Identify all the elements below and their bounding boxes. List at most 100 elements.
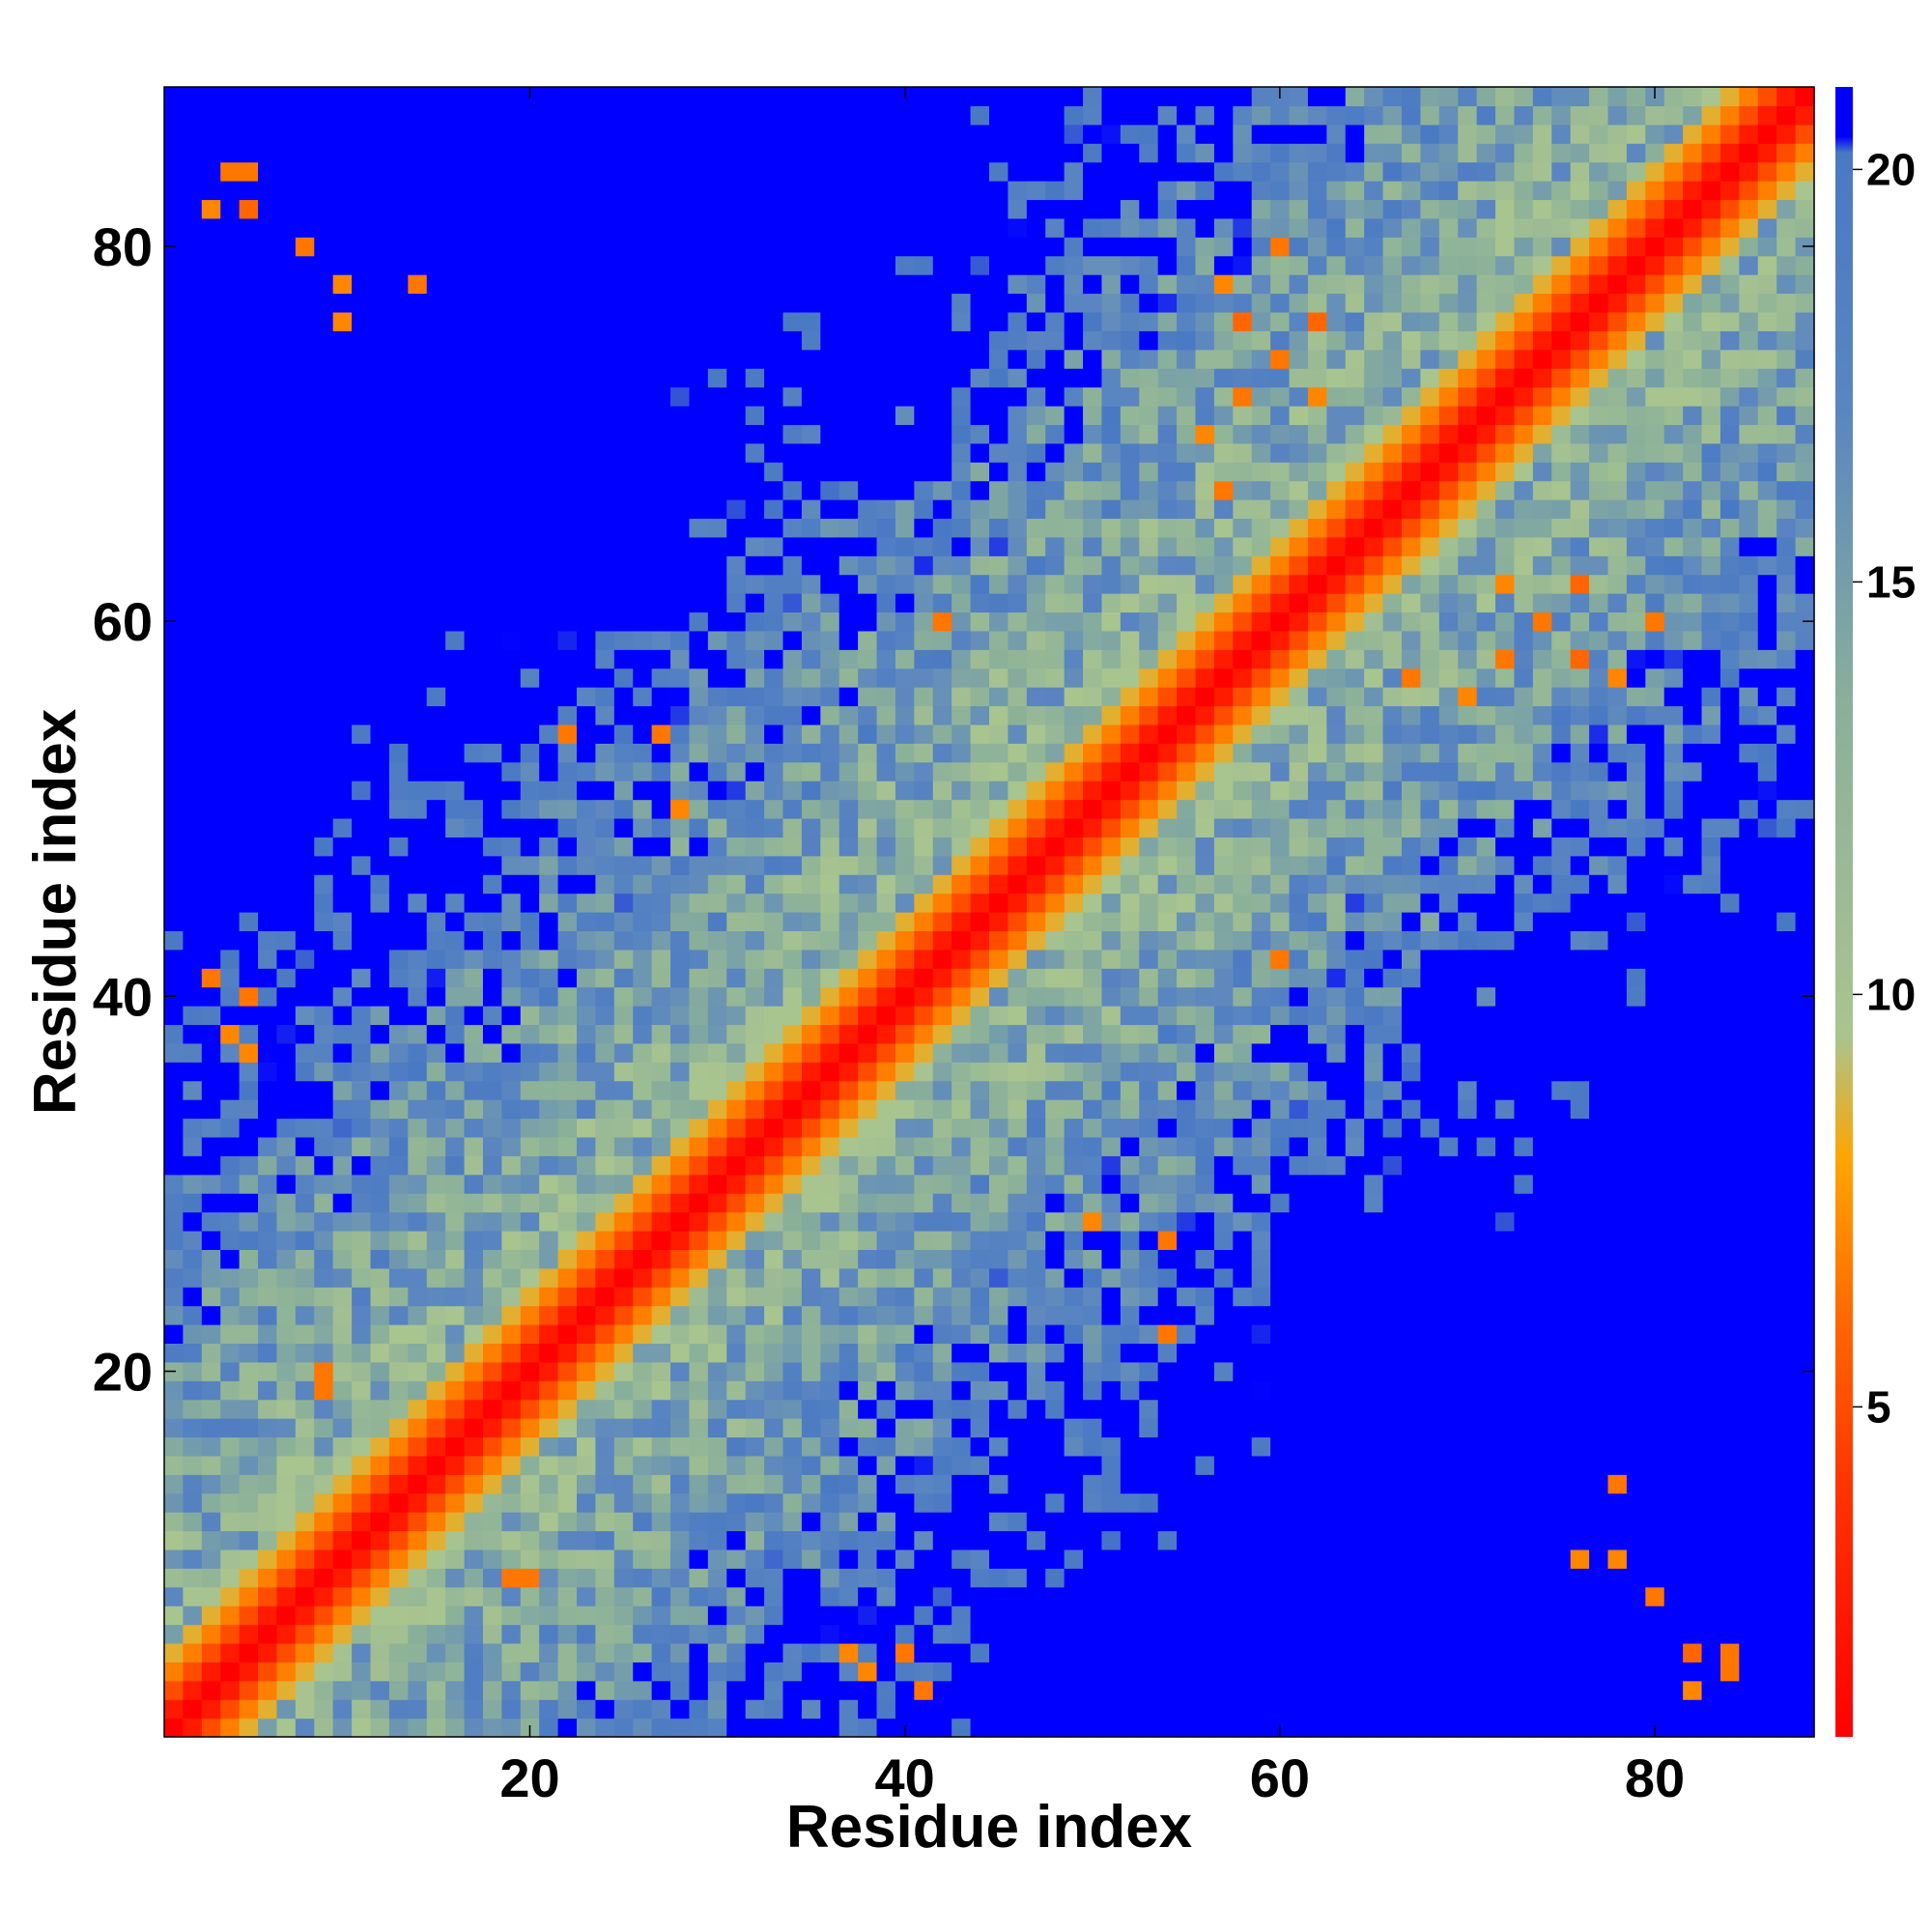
heatmap-cell [1083,386,1103,407]
heatmap-cell [689,1099,709,1120]
heatmap-cell [220,1006,241,1026]
heatmap-cell [482,1305,502,1325]
heatmap-cell [201,649,221,669]
heatmap-cell [1101,837,1122,857]
heatmap-cell [1101,555,1122,576]
heatmap-cell [1177,1305,1197,1325]
heatmap-cell [577,1062,597,1082]
heatmap-cell [239,1568,259,1588]
heatmap-cell [838,799,859,819]
heatmap-cell [895,1662,915,1682]
heatmap-cell [352,687,372,707]
heatmap-cell [482,255,502,275]
heatmap-cell [352,1380,372,1401]
heatmap-cell [1195,1530,1215,1550]
heatmap-cell [782,837,803,857]
heatmap-cell [501,1624,522,1644]
heatmap-cell [745,743,765,763]
heatmap-cell [707,668,727,688]
heatmap-cell [1101,1155,1122,1176]
heatmap-cell [1026,649,1046,669]
heatmap-cell [445,255,466,275]
heatmap-cell [539,855,559,875]
heatmap-cell [1120,930,1140,951]
heatmap-cell [820,480,840,500]
heatmap-cell [426,311,446,331]
heatmap-cell [970,1305,990,1325]
heatmap-cell [482,799,502,819]
heatmap-cell [689,1436,709,1457]
heatmap-cell [314,705,334,725]
heatmap-cell [970,161,990,182]
heatmap-cell [764,1586,784,1606]
heatmap-cell [782,649,803,669]
heatmap-cell [1101,161,1122,182]
heatmap-cell [989,217,1009,238]
heatmap-cell [670,1699,691,1719]
heatmap-cell [388,1136,409,1156]
heatmap-cell [726,1512,747,1532]
heatmap-cell [539,1512,559,1532]
heatmap-cell [989,1305,1009,1325]
heatmap-cell [914,837,934,857]
heatmap-cell [1120,1492,1140,1513]
heatmap-cell [838,1699,859,1719]
heatmap-cell [801,611,821,632]
heatmap-cell [482,949,502,969]
heatmap-cell [801,593,821,613]
heatmap-cell [332,462,353,482]
heatmap-cell [633,274,653,295]
heatmap-cell [164,1211,185,1232]
heatmap-cell [952,555,972,576]
heatmap-cell [258,424,278,444]
heatmap-cell [820,668,840,688]
heatmap-cell [295,1380,315,1401]
heatmap-cell [970,1024,990,1044]
heatmap-cell [539,555,559,576]
heatmap-cell [239,1548,259,1569]
heatmap-cell [595,874,615,895]
heatmap-cell [782,311,803,331]
heatmap-cell [577,817,597,838]
heatmap-cell [332,649,353,669]
heatmap-cell [426,181,446,201]
heatmap-cell [1139,161,1159,182]
heatmap-cell [914,217,934,238]
heatmap-cell [989,1099,1009,1120]
heatmap-cell [352,781,372,801]
heatmap-cell [1120,743,1140,763]
heatmap-cell [557,1530,578,1550]
heatmap-cell [670,1548,691,1569]
heatmap-cell [388,405,409,425]
heatmap-cell [1008,1361,1028,1381]
heatmap-cell [1026,1512,1046,1532]
heatmap-cell [388,1605,409,1626]
heatmap-cell [651,1267,671,1288]
heatmap-cell [1213,1455,1234,1475]
heatmap-cell [670,649,691,669]
heatmap-cell [258,480,278,500]
heatmap-cell [276,518,297,538]
heatmap-cell [689,1136,709,1156]
heatmap-cell [201,462,221,482]
heatmap-cell [952,1080,972,1100]
heatmap-cell [557,912,578,932]
heatmap-cell [820,1305,840,1325]
heatmap-cell [1026,1267,1046,1288]
heatmap-cell [258,968,278,988]
heatmap-cell [464,274,484,295]
heatmap-cell [914,930,934,951]
heatmap-cell [1195,255,1215,275]
heatmap-cell [388,1399,409,1419]
heatmap-cell [801,855,821,875]
heatmap-cell [838,1624,859,1644]
heatmap-cell [633,1267,653,1288]
heatmap-cell [314,817,334,838]
heatmap-cell [258,199,278,219]
heatmap-cell [239,1492,259,1513]
heatmap-cell [782,1155,803,1176]
heatmap-cell [388,1042,409,1063]
heatmap-cell [1177,1174,1197,1194]
heatmap-cell [651,593,671,613]
